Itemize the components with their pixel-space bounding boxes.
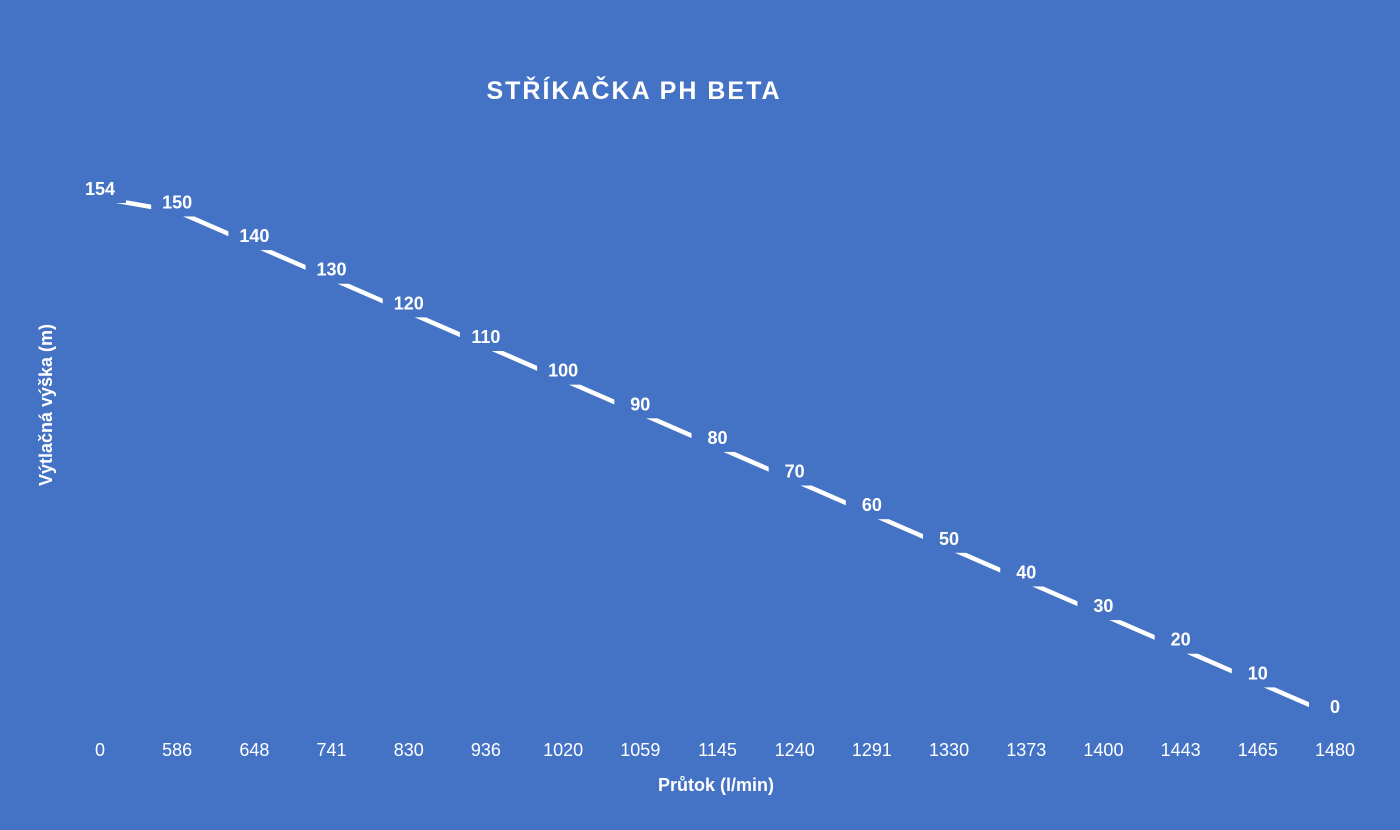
- x-tick-label: 1059: [620, 740, 660, 760]
- data-label-bg: [1000, 558, 1053, 587]
- data-label: 50: [939, 529, 959, 549]
- x-tick-label: 0: [95, 740, 105, 760]
- x-tick-label: 648: [239, 740, 269, 760]
- data-label-bg: [1309, 693, 1361, 721]
- data-label-bg: [228, 222, 281, 251]
- data-label-bg: [614, 390, 667, 419]
- data-label: 20: [1171, 630, 1191, 650]
- x-tick-label: 1020: [543, 740, 583, 760]
- x-tick-label: 1480: [1315, 740, 1355, 760]
- data-label: 40: [1016, 562, 1036, 582]
- data-label: 154: [85, 179, 115, 199]
- y-axis-label: Výtlačná výška (m): [36, 324, 56, 486]
- data-label: 140: [239, 226, 269, 246]
- data-label: 80: [707, 428, 727, 448]
- data-label-bg: [382, 289, 435, 318]
- data-label: 110: [471, 327, 500, 347]
- data-label: 90: [630, 394, 650, 414]
- data-label: 10: [1248, 663, 1268, 683]
- data-label-bg: [768, 457, 821, 486]
- x-axis-label: Průtok (l/min): [658, 775, 774, 795]
- data-label: 150: [162, 192, 192, 212]
- x-tick-label: 741: [317, 740, 347, 760]
- data-label: 0: [1330, 697, 1340, 717]
- data-label-bg: [1154, 625, 1207, 654]
- x-tick-label: 1443: [1161, 740, 1201, 760]
- data-label-bg: [691, 423, 744, 452]
- x-tick-label: 830: [394, 740, 424, 760]
- x-tick-label: 1291: [852, 740, 892, 760]
- data-label-bg: [74, 175, 126, 203]
- chart-title: STŘÍKAČKA PH BETA: [486, 75, 781, 105]
- x-tick-label: 1373: [1006, 740, 1046, 760]
- data-label-bg: [151, 188, 204, 217]
- x-tick-label: 1145: [698, 740, 737, 760]
- x-tick-label: 1465: [1238, 740, 1278, 760]
- data-label-bg: [845, 491, 898, 520]
- data-label: 120: [394, 293, 424, 313]
- x-tick-label: 1330: [929, 740, 969, 760]
- data-label-bg: [923, 524, 976, 553]
- data-label-bg: [305, 255, 358, 284]
- data-label: 30: [1093, 596, 1113, 616]
- data-label: 70: [785, 462, 805, 482]
- data-label: 100: [548, 361, 578, 381]
- data-label-bg: [537, 356, 590, 385]
- data-label-bg: [459, 323, 512, 351]
- data-label-bg: [1077, 592, 1130, 621]
- x-tick-label: 1240: [775, 740, 815, 760]
- x-tick-label: 586: [162, 740, 192, 760]
- x-tick-label: 1400: [1083, 740, 1123, 760]
- x-tick-label: 936: [471, 740, 501, 760]
- data-label: 60: [862, 495, 882, 515]
- data-label: 130: [317, 260, 347, 280]
- data-label-bg: [1231, 659, 1284, 688]
